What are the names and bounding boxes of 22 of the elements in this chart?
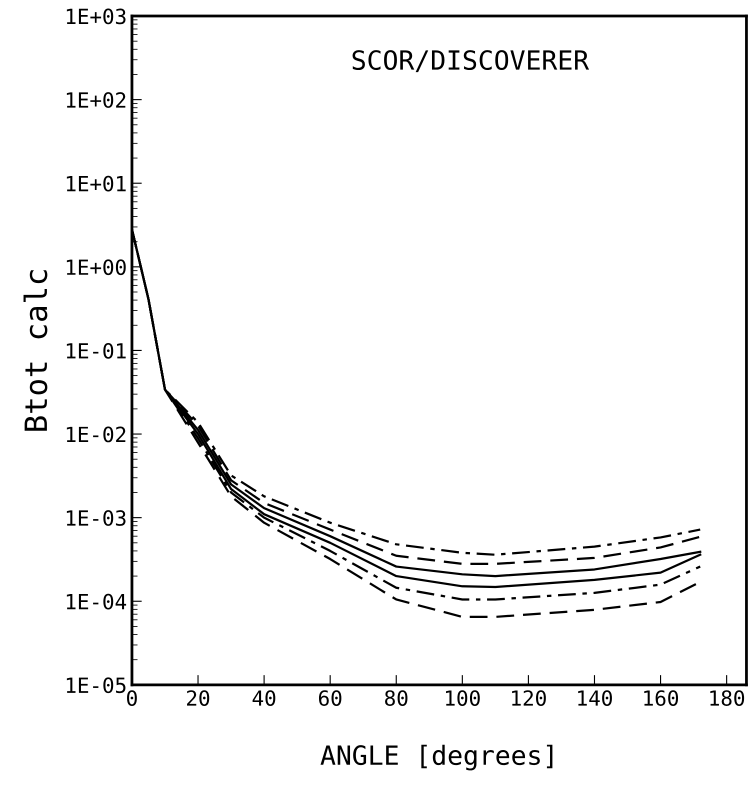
y-tick-label: 1E-05 xyxy=(66,677,126,694)
y-tick-label: 1E+03 xyxy=(66,8,126,24)
y-tick-label: 1E-04 xyxy=(66,594,126,610)
x-tick-label: 0 xyxy=(127,690,137,706)
x-tick-label: 60 xyxy=(318,690,342,706)
x-tick-label: 120 xyxy=(512,690,546,706)
y-tick-label: 1E-01 xyxy=(66,342,126,359)
y-axis-title: Btot calc xyxy=(24,270,48,431)
text: SCOR/DISCOVERER xyxy=(352,50,590,72)
y-tick-label: 1E-03 xyxy=(66,510,126,526)
x-tick-label: 180 xyxy=(710,690,744,706)
y-tick-label: 1E+00 xyxy=(66,259,126,276)
x-tick-label: 80 xyxy=(385,690,408,706)
x-axis-title: ANGLE [degrees] xyxy=(320,744,552,770)
x-tick-label: 20 xyxy=(187,690,210,706)
x-tick-label: 140 xyxy=(578,690,612,706)
x-tick-label: 40 xyxy=(252,690,276,706)
y-tick-label: 1E+01 xyxy=(66,176,126,192)
x-tick-label: 100 xyxy=(446,690,480,706)
y-tick-label: 1E+02 xyxy=(66,92,126,108)
x-tick-label: 160 xyxy=(644,690,678,706)
y-tick-label: 1E-02 xyxy=(66,426,126,442)
